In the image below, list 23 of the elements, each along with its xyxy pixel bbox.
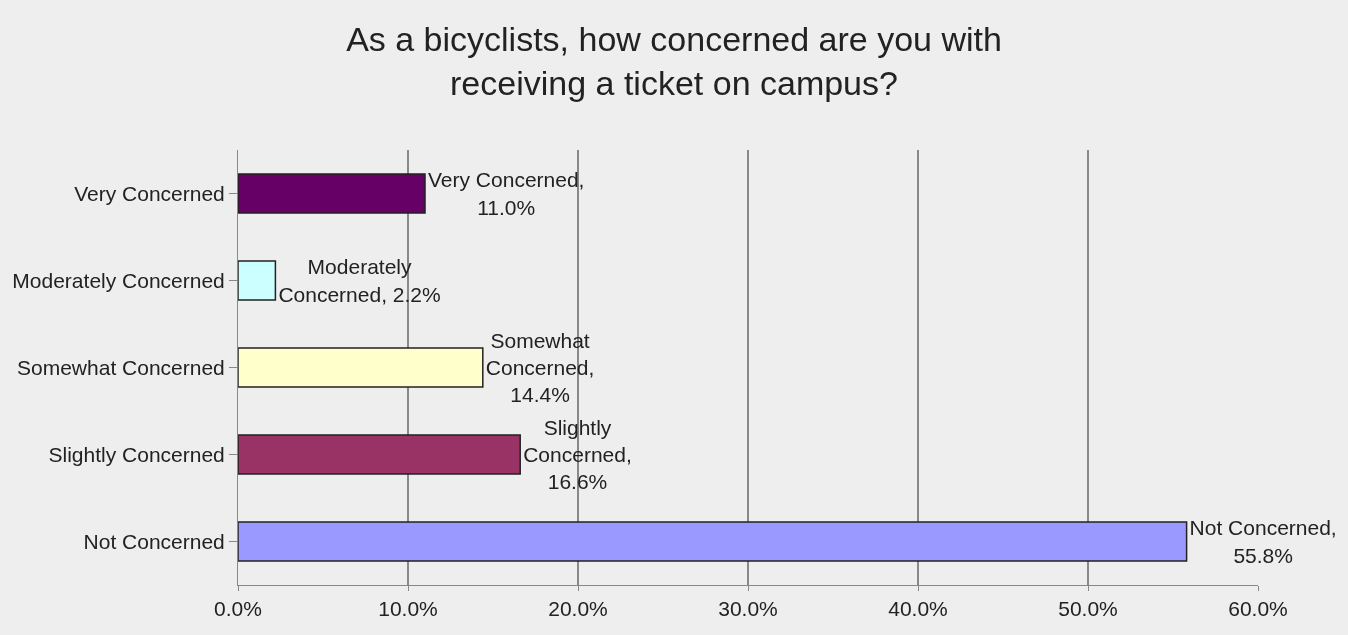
y-tick-label: Very Concerned [74,181,225,205]
bar [238,434,521,475]
y-tick-label: Somewhat Concerned [17,355,225,379]
x-tick-label: 40.0% [888,597,948,621]
y-tick-label: Not Concerned [83,529,225,553]
y-tick-label: Slightly Concerned [48,442,225,466]
bar [238,347,484,388]
x-tick-label: 10.0% [378,597,438,621]
y-tick-label: Moderately Concerned [12,268,225,292]
x-tick-label: 20.0% [548,597,608,621]
bar [238,260,277,301]
x-tick-label: 50.0% [1058,597,1118,621]
x-tick-label: 30.0% [718,597,778,621]
x-tick-label: 60.0% [1228,597,1288,621]
bar [238,173,426,214]
x-tick-label: 0.0% [214,597,262,621]
data-label: Moderately Concerned, 2.2% [278,255,441,306]
chart-title: As a bicyclists, how concerned are you with receiving a ticket on campus? [346,19,1002,102]
data-label: Not Concerned, 55.8% [1189,516,1337,567]
bar [238,521,1188,562]
data-label: Slightly Concerned, 16.6% [523,415,632,494]
data-label: Very Concerned, 11.0% [428,168,585,219]
data-label: Somewhat Concerned, 14.4% [485,328,595,407]
